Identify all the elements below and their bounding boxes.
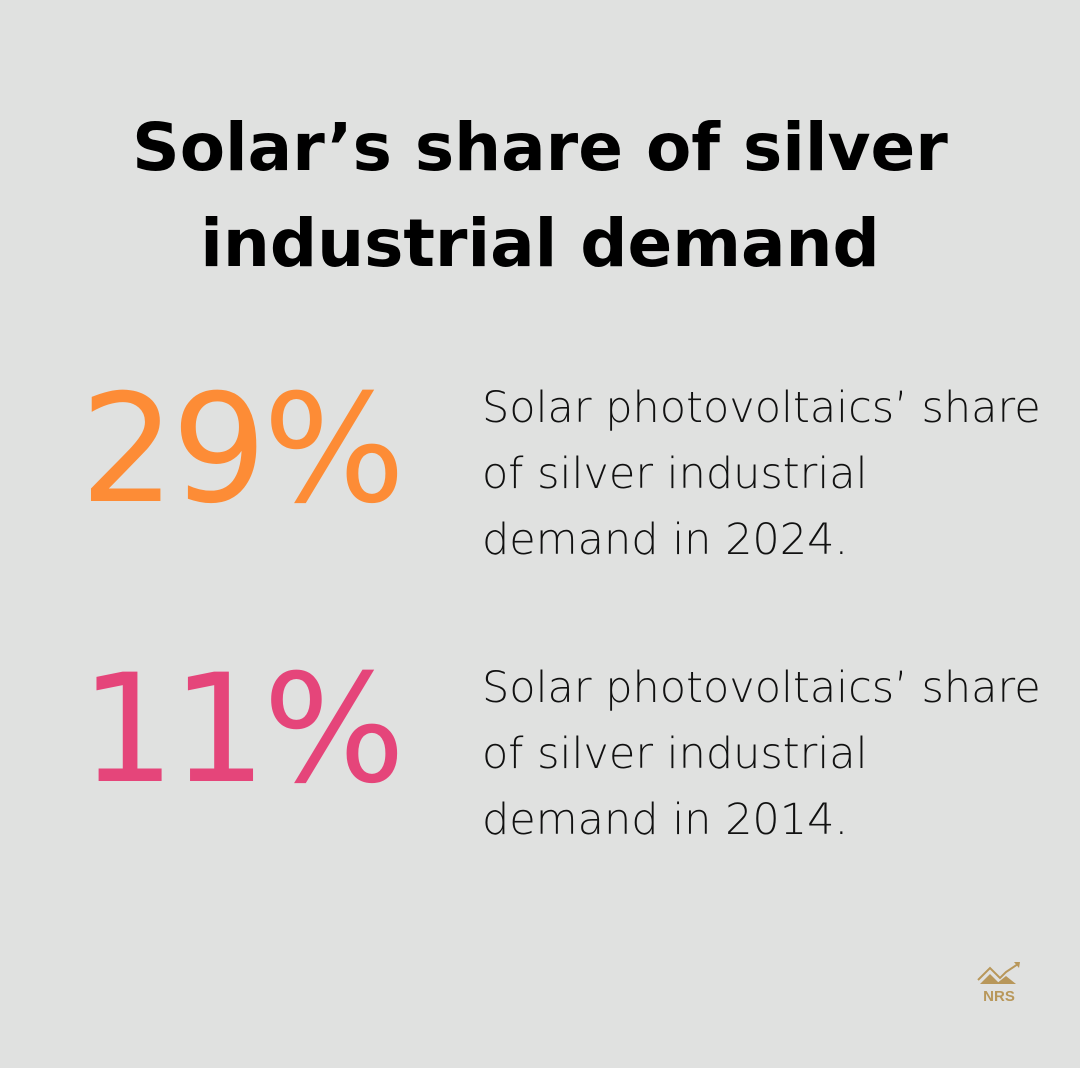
stat-description-2024: Solar photovoltaics’ share of silver ind… [482, 383, 1041, 565]
house-chart-icon: NRS [977, 962, 1020, 1005]
nrs-logo: NRS [974, 962, 1024, 1006]
svg-text:NRS: NRS [983, 988, 1015, 1005]
stat-description-2014: Solar photovoltaics’ share of silver ind… [482, 663, 1041, 845]
stat-value-2014: 11% [80, 643, 405, 817]
stat-value-2024: 29% [80, 363, 405, 537]
page-title: Solar’s share of silver industrial deman… [132, 109, 948, 282]
